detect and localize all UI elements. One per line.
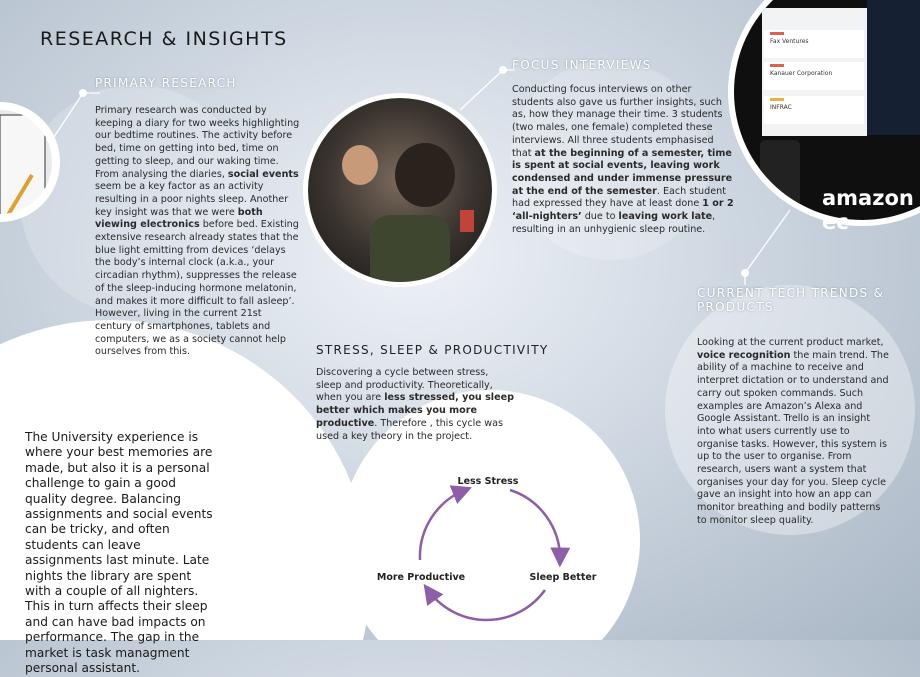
image-text: Fax Ventures [770, 38, 809, 45]
bold-text: at the beginning of a semester, time is … [512, 147, 733, 197]
section-body: Primary research was conducted by keepin… [95, 105, 300, 359]
bold-text: both viewing electronics [95, 206, 263, 231]
image-text: amazon ec [822, 186, 914, 234]
text-run: , resulting in an unhygienic sleep routi… [512, 211, 716, 235]
text-run: . Each student had expressed they have a… [512, 185, 726, 210]
page-title: RESEARCH & INSIGHTS [40, 28, 288, 50]
bold-text: social events [227, 168, 299, 180]
section-heading: PRIMARY RESEARCH [95, 76, 237, 90]
text-run: Primary research was conducted by keepin… [95, 105, 300, 180]
image-text: INFRAC [770, 104, 792, 111]
text-run: the main trend. The ability of a machine… [697, 349, 889, 526]
background-art [0, 0, 920, 622]
text-run: Conducting focus interviews on other stu… [512, 84, 723, 159]
cycle-node: Sleep Better [529, 572, 597, 583]
cycle-node: More Productive [376, 572, 466, 583]
section-heading: FOCUS INTERVIEWS [512, 58, 652, 72]
bold-text: 1 or 2 ‘all-nighters’ [512, 198, 734, 223]
image-text: Kanauer Corporation [770, 70, 833, 77]
section-body: Conducting focus interviews on other stu… [512, 84, 734, 236]
text-run: Looking at the current product market, [697, 337, 884, 348]
bold-text: less stressed, you sleep better which ma… [316, 392, 514, 429]
section-heading: CURRENT TECH TRENDS & PRODUCTS [697, 286, 885, 314]
text-run: seem be a key factor as an activity resu… [95, 181, 289, 218]
section-heading: STRESS, SLEEP & PRODUCTIVITY [316, 343, 549, 357]
section-body: Looking at the current product market, v… [697, 337, 889, 528]
cycle-node: Less Stress [457, 476, 519, 487]
text-run: due to [581, 211, 619, 223]
bold-text: leaving work late [618, 211, 713, 223]
text-run: . Therefore , this cycle was used a key … [316, 417, 503, 442]
bold-text: voice recognition [697, 349, 791, 361]
text-run: before bed. Existing extensive research … [95, 219, 299, 358]
text-run: Discovering a cycle between stress, slee… [316, 367, 493, 404]
section-body: Discovering a cycle between stress, slee… [316, 367, 516, 443]
